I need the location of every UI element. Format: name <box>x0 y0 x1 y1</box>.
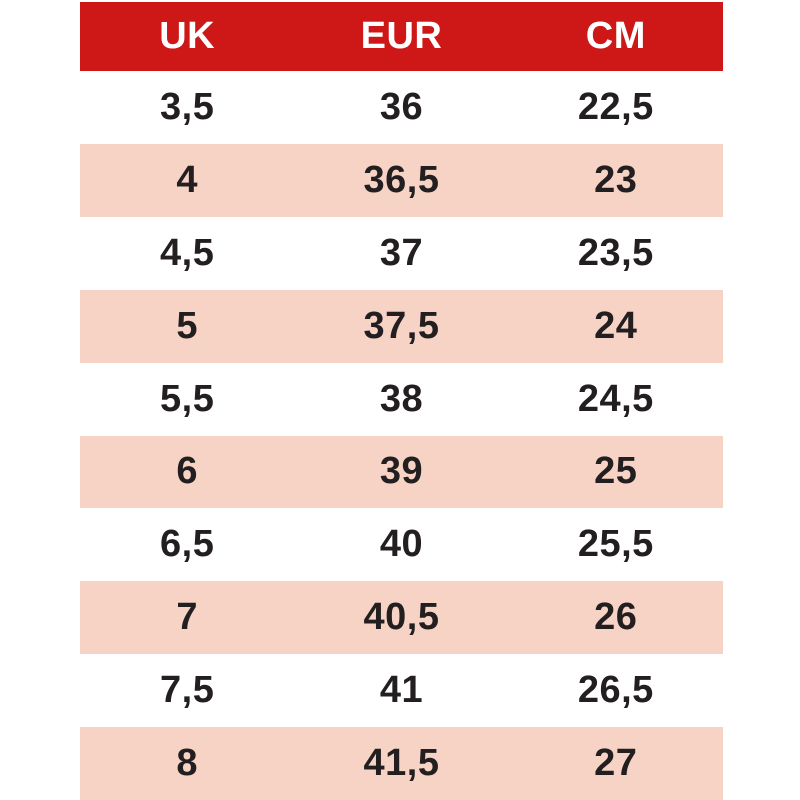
table-row: 7,5 41 26,5 <box>80 654 723 728</box>
cell-eur: 37 <box>379 231 424 274</box>
column-header-cm: CM <box>585 15 646 57</box>
column-header-eur: EUR <box>360 15 443 57</box>
cell-eur: 36,5 <box>363 158 440 201</box>
cell-uk: 7 <box>176 596 198 639</box>
cell-uk: 4,5 <box>160 231 215 274</box>
cell-cm: 26 <box>594 596 638 639</box>
cell-uk: 6,5 <box>160 523 215 566</box>
cell-cm: 24,5 <box>577 377 654 420</box>
cell-uk: 7,5 <box>160 669 215 712</box>
cell-eur: 40,5 <box>363 596 440 639</box>
cell-eur: 39 <box>379 450 424 493</box>
column-header-uk: UK <box>159 15 216 57</box>
table-row: 5 37,5 24 <box>80 289 723 363</box>
table-row: 6,5 40 25,5 <box>80 508 723 582</box>
cell-uk: 5 <box>176 304 198 347</box>
table-row: 4 36,5 23 <box>80 143 723 217</box>
cell-eur: 41,5 <box>363 742 440 785</box>
cell-uk: 8 <box>176 742 198 785</box>
cell-cm: 23 <box>594 158 638 201</box>
cell-eur: 37,5 <box>363 304 440 347</box>
cell-cm: 25 <box>594 450 638 493</box>
cell-cm: 23,5 <box>577 231 654 274</box>
cell-eur: 40 <box>379 523 424 566</box>
cell-eur: 38 <box>379 377 424 420</box>
cell-uk: 5,5 <box>160 377 215 420</box>
cell-cm: 24 <box>594 304 638 347</box>
size-conversion-table: UK EUR CM 3,5 36 22,5 4 36,5 23 4,5 37 2… <box>80 2 723 800</box>
table-header-row: UK EUR CM <box>80 2 723 71</box>
table-row: 3,5 36 22,5 <box>80 71 723 144</box>
cell-cm: 22,5 <box>577 85 654 128</box>
cell-cm: 25,5 <box>577 523 654 566</box>
cell-cm: 27 <box>594 742 638 785</box>
cell-uk: 4 <box>176 158 198 201</box>
table-row: 4,5 37 23,5 <box>80 216 723 290</box>
cell-uk: 3,5 <box>160 85 215 128</box>
table-row: 7 40,5 26 <box>80 581 723 655</box>
table-row: 6 39 25 <box>80 435 723 509</box>
cell-eur: 36 <box>379 85 424 128</box>
table-row: 8 41,5 27 <box>80 727 723 800</box>
cell-uk: 6 <box>176 450 198 493</box>
cell-eur: 41 <box>379 669 424 712</box>
cell-cm: 26,5 <box>577 669 654 712</box>
table-row: 5,5 38 24,5 <box>80 362 723 436</box>
